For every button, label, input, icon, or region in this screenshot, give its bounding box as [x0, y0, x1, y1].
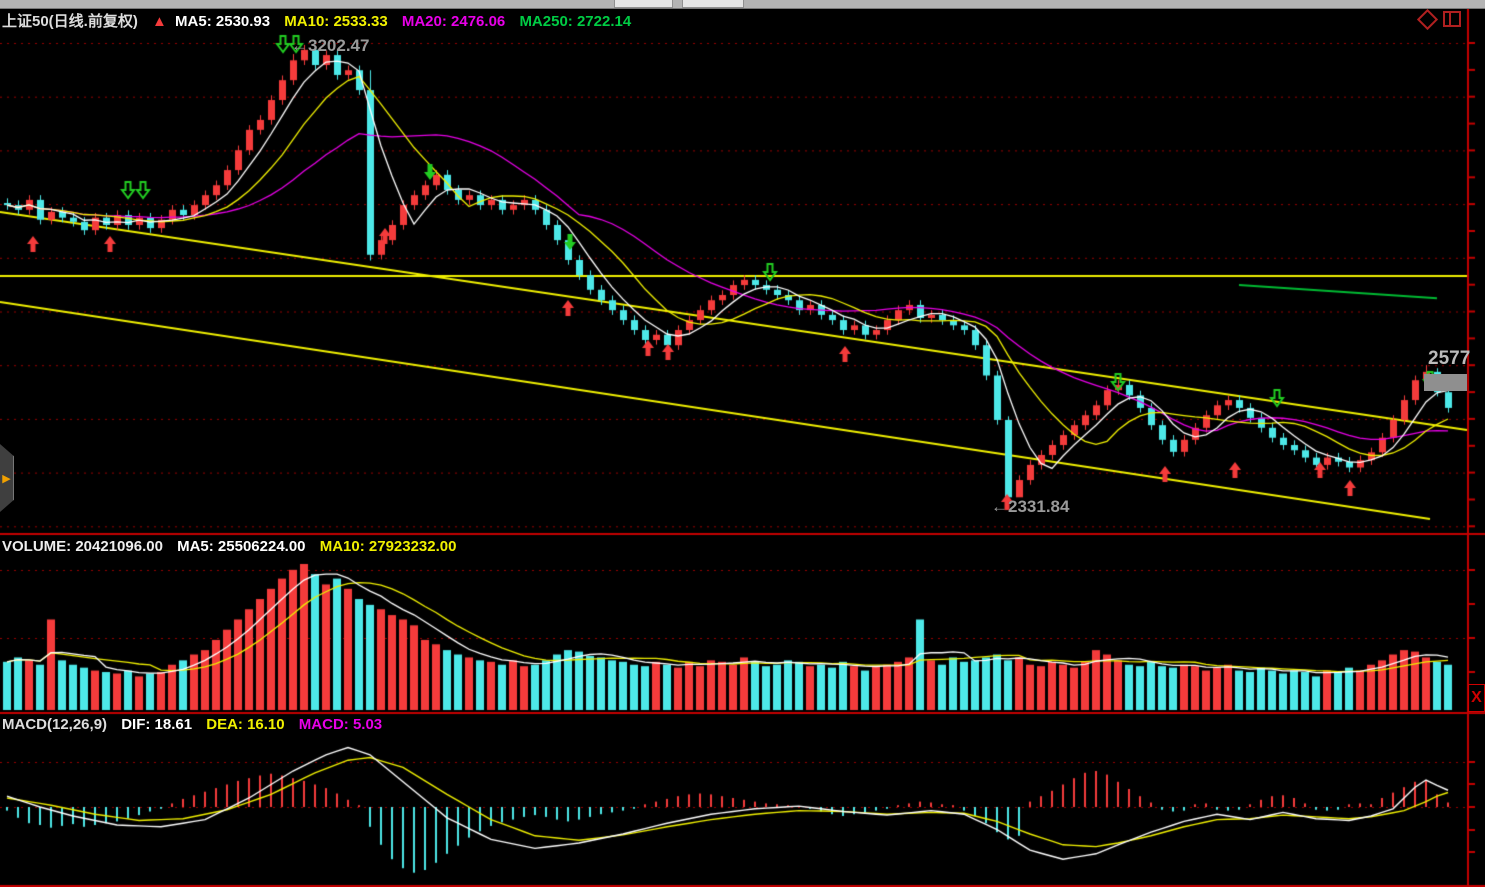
- corner-icons: [1416, 8, 1461, 30]
- ma250-value: MA250: 2722.14: [519, 13, 632, 30]
- top-toolbar-strip: [0, 0, 1485, 9]
- volume-panel-header: VOLUME: 20421096.00 MA5: 25506224.00 MA1…: [2, 538, 466, 555]
- low-price-label: ←2331.84: [991, 497, 1070, 516]
- toolbar-button-left[interactable]: [614, 0, 673, 8]
- price-panel-header: 上证50(日线.前复权) ▲ MA5: 2530.93 MA10: 2533.3…: [2, 10, 641, 31]
- dea-value: DEA: 16.10: [206, 716, 285, 733]
- diamond-icon[interactable]: [1416, 8, 1439, 30]
- volume-ma5-value: MA5: 25506224.00: [177, 538, 306, 555]
- macd-params-label: MACD(12,26,9): [2, 716, 108, 733]
- symbol-title: 上证50(日线.前复权): [2, 13, 138, 30]
- sidebar-expand-handle[interactable]: ▶: [0, 444, 14, 512]
- toolbar-button-right[interactable]: [682, 0, 744, 8]
- close-panel-button[interactable]: X: [1468, 684, 1485, 712]
- volume-value: VOLUME: 20421096.00: [2, 538, 163, 555]
- macd-value: MACD: 5.03: [298, 716, 383, 733]
- last-price-label: 2577: [1428, 348, 1471, 369]
- high-price-label: ←3202.47: [291, 36, 370, 55]
- split-window-icon[interactable]: [1443, 11, 1461, 27]
- price-tag-box: [1424, 374, 1467, 391]
- dif-value: DIF: 18.61: [121, 716, 193, 733]
- ma10-value: MA10: 2533.33: [284, 13, 388, 30]
- macd-panel-header: MACD(12,26,9) DIF: 18.61 DEA: 16.10 MACD…: [2, 716, 392, 733]
- ma20-value: MA20: 2476.06: [401, 13, 506, 30]
- volume-ma10-value: MA10: 27923232.00: [319, 538, 457, 555]
- ma5-value: MA5: 2530.93: [175, 13, 271, 30]
- expand-arrow-icon: ▶: [2, 472, 11, 485]
- up-arrow-icon: ▲: [152, 13, 167, 30]
